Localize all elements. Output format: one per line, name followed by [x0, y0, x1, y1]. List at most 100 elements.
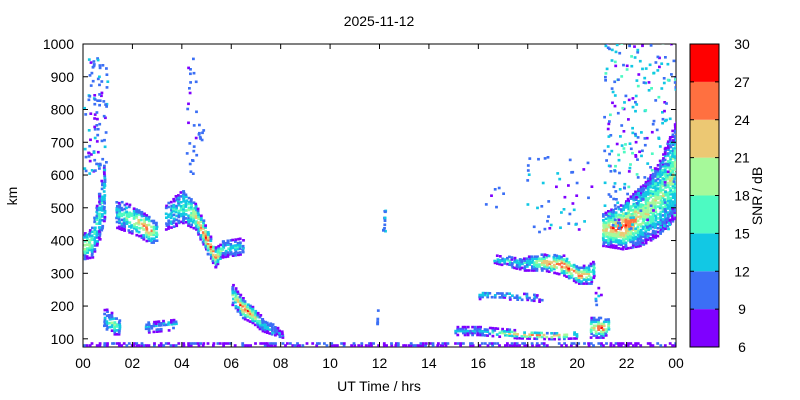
- echo-cell: [644, 239, 648, 243]
- echo-cell: [162, 321, 166, 325]
- echo-cell: [646, 179, 650, 183]
- echo-cell: [629, 195, 633, 198]
- echo-cell: [105, 86, 109, 89]
- echo-cell: [607, 164, 611, 168]
- echo-cell: [187, 121, 190, 125]
- echo-cell: [108, 325, 112, 329]
- echo-cell: [654, 194, 657, 198]
- echo-cell: [661, 163, 665, 166]
- echo-cell: [639, 195, 642, 199]
- echo-cell: [234, 293, 238, 296]
- echo-cell: [545, 344, 549, 347]
- echo-cell: [237, 245, 240, 249]
- echo-cell: [424, 344, 427, 347]
- echo-cell: [501, 259, 504, 263]
- echo-cell: [342, 342, 346, 345]
- echo-cell: [614, 50, 618, 54]
- echo-cell: [202, 129, 206, 132]
- echo-cell: [182, 344, 186, 347]
- x-axis-label: UT Time / hrs: [337, 378, 421, 394]
- echo-cell: [574, 280, 578, 284]
- echo-cell: [269, 342, 272, 345]
- echo-cell: [607, 135, 611, 138]
- echo-cell: [657, 230, 660, 234]
- echo-cell: [525, 292, 529, 296]
- echo-cell: [530, 331, 534, 335]
- echo-cell: [182, 342, 186, 345]
- echo-cell: [528, 263, 532, 266]
- echo-cell: [105, 161, 108, 164]
- echo-cell: [167, 213, 171, 217]
- echo-cell: [209, 245, 213, 248]
- echo-cell: [560, 259, 564, 263]
- echo-cell: [198, 123, 201, 127]
- echo-cell: [150, 219, 154, 223]
- echo-cell: [537, 257, 541, 260]
- echo-cell: [613, 218, 617, 222]
- echo-cell: [634, 205, 637, 209]
- echo-cell: [170, 220, 173, 223]
- echo-cell: [179, 195, 183, 198]
- echo-cell: [137, 230, 141, 234]
- echo-cell: [90, 250, 94, 253]
- echo-cell: [229, 342, 233, 345]
- echo-cell: [476, 331, 480, 335]
- echo-cell: [140, 344, 144, 347]
- echo-cell: [634, 109, 637, 113]
- echo-cell: [513, 266, 516, 270]
- echo-cell: [251, 317, 254, 321]
- echo-cell: [572, 342, 576, 345]
- echo-cell: [227, 247, 231, 250]
- echo-cell: [95, 210, 99, 214]
- echo-cell: [106, 310, 109, 313]
- echo-cell: [573, 333, 576, 336]
- echo-cell: [446, 342, 450, 345]
- echo-cell: [241, 299, 245, 302]
- echo-cell: [175, 222, 178, 226]
- echo-cell: [110, 313, 114, 317]
- echo-cell: [130, 232, 134, 235]
- echo-cell: [642, 194, 646, 197]
- echo-cell: [150, 239, 153, 242]
- echo-cell: [644, 196, 648, 200]
- echo-cell: [148, 239, 151, 242]
- echo-cell: [531, 257, 534, 260]
- echo-cell: [565, 259, 568, 263]
- echo-cell: [659, 169, 663, 172]
- echo-cell: [199, 218, 203, 221]
- echo-cell: [550, 267, 554, 270]
- echo-cell: [600, 332, 604, 335]
- echo-cell: [195, 210, 198, 214]
- echo-cell: [103, 178, 107, 181]
- echo-cell: [222, 240, 225, 243]
- echo-cell: [600, 293, 603, 297]
- echo-cell: [658, 65, 661, 69]
- echo-cell: [674, 142, 676, 146]
- echo-cell: [634, 140, 638, 144]
- echo-cell: [671, 212, 675, 215]
- echo-cell: [614, 215, 618, 218]
- echo-cell: [115, 216, 118, 220]
- echo-cell: [187, 208, 191, 212]
- echo-cell: [651, 237, 655, 241]
- echo-cell: [90, 244, 94, 247]
- echo-cell: [666, 219, 670, 222]
- echo-cell: [595, 303, 599, 307]
- echo-cell: [605, 342, 608, 345]
- echo-cell: [592, 270, 596, 274]
- echo-cell: [526, 298, 530, 302]
- echo-cell: [93, 232, 97, 235]
- echo-cell: [535, 331, 539, 335]
- echo-cell: [609, 218, 613, 221]
- echo-cell: [498, 260, 502, 264]
- echo-cell: [508, 259, 512, 263]
- echo-cell: [197, 227, 201, 230]
- echo-cell: [353, 344, 357, 347]
- echo-cell: [266, 323, 270, 327]
- echo-cell: [483, 328, 487, 331]
- echo-cell: [668, 342, 672, 345]
- echo-cell: [246, 344, 250, 347]
- echo-cell: [444, 342, 447, 345]
- echo-cell: [118, 205, 121, 209]
- echo-cell: [631, 208, 635, 212]
